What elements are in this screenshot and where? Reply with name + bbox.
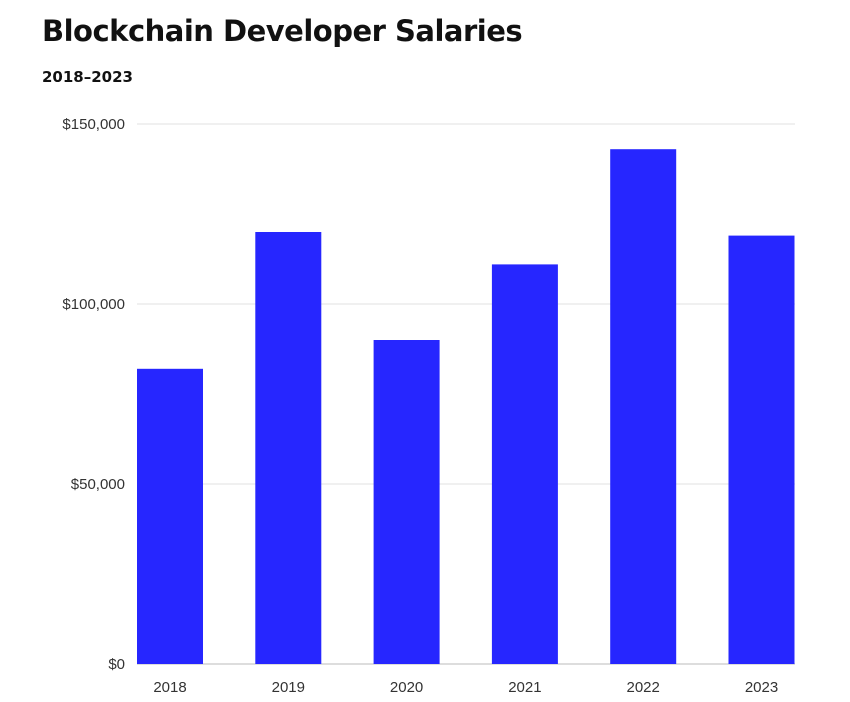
x-tick-label: 2022 — [627, 679, 660, 696]
chart-subtitle: 2018–2023 — [42, 68, 133, 86]
y-tick-label: $0 — [108, 656, 125, 673]
y-tick-label: $100,000 — [62, 296, 125, 313]
x-tick-label: 2021 — [508, 679, 541, 696]
y-tick-label: $50,000 — [71, 476, 125, 493]
bar-2018 — [137, 368, 203, 664]
x-tick-label: 2023 — [745, 679, 778, 696]
x-tick-label: 2019 — [272, 679, 305, 696]
x-tick-label: 2018 — [153, 679, 186, 696]
bar-2022 — [610, 149, 677, 664]
bar-2021 — [491, 264, 558, 664]
x-tick-label: 2020 — [390, 679, 423, 696]
bar-2020 — [373, 340, 440, 664]
chart-title: Blockchain Developer Salaries — [42, 14, 523, 48]
y-tick-label: $150,000 — [62, 116, 125, 133]
bar-2019 — [255, 232, 322, 664]
bar-2023 — [728, 235, 795, 664]
